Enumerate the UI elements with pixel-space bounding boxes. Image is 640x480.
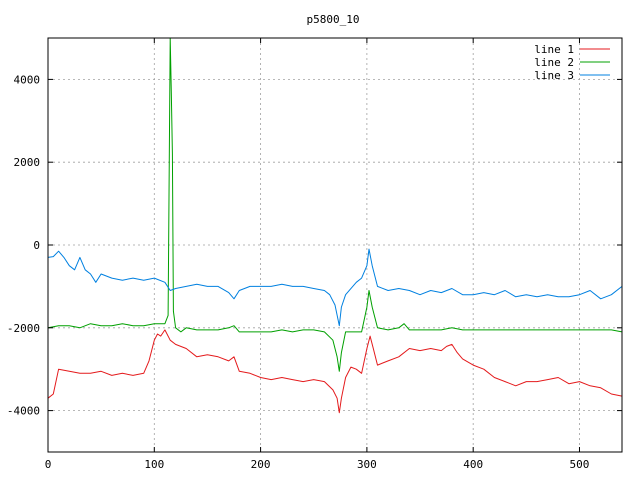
legend-label-3: line 3 — [534, 69, 574, 82]
legend-label-1: line 1 — [534, 43, 574, 56]
y-tick-label: -4000 — [7, 405, 40, 418]
axis-ticks: 0 100 200 300 400 500 -4000 -2000 0 2000 4000 — [7, 38, 622, 471]
x-tick-label: 100 — [144, 458, 164, 471]
legend-label-2: line 2 — [534, 56, 574, 69]
y-tick-label: 2000 — [14, 156, 41, 169]
series-line-3 — [47, 248, 623, 327]
y-tick-label: -2000 — [7, 322, 40, 335]
y-tick-label: 4000 — [14, 73, 41, 86]
x-tick-label: 200 — [251, 458, 271, 471]
grid — [48, 38, 622, 452]
chart-title: p5800_10 — [307, 13, 360, 26]
series-line-2 — [47, 37, 623, 372]
x-tick-label: 400 — [463, 458, 483, 471]
series-line-1 — [47, 329, 623, 414]
series-layer — [47, 37, 623, 414]
x-tick-label: 500 — [570, 458, 590, 471]
y-tick-label: 0 — [33, 239, 40, 252]
x-tick-label: 300 — [357, 458, 377, 471]
x-tick-label: 0 — [45, 458, 52, 471]
